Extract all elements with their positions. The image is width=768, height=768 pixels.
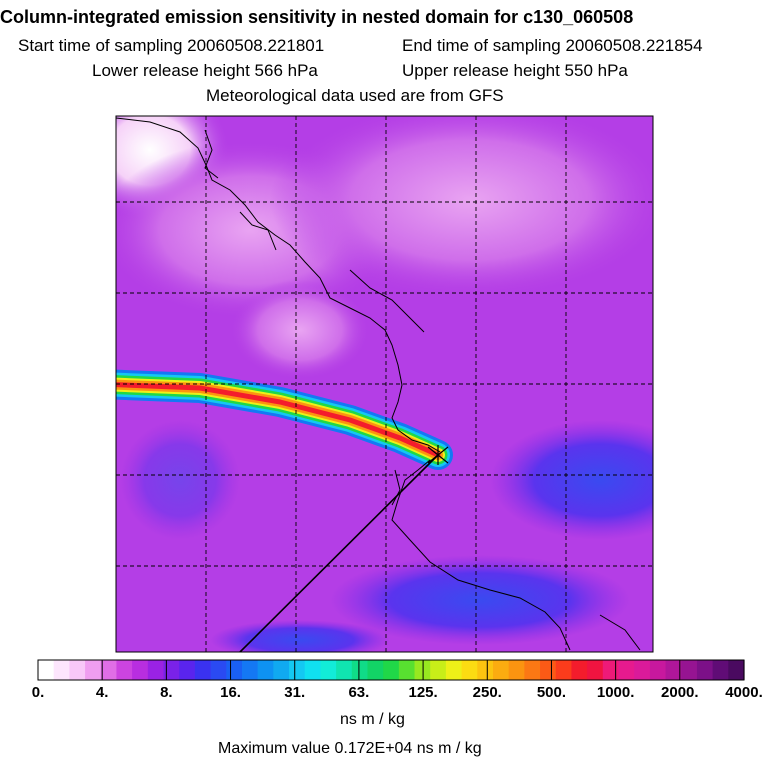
colorbar-tick-label: 4. <box>95 684 109 701</box>
map-grid <box>116 116 653 652</box>
colorbar-tick-label: 16. <box>220 684 241 701</box>
colorbar-tick-label: 250. <box>472 684 502 701</box>
map-frame <box>115 115 654 653</box>
met-data-label: Meteorological data used are from GFS <box>206 86 504 105</box>
colorbar-tick-label: 63. <box>348 684 370 701</box>
colorbar-tick-label: 500. <box>536 684 567 701</box>
colorbar-tick-label: 8. <box>160 684 173 701</box>
emission-plume <box>116 369 453 470</box>
colorbar-tick-label: 4000. <box>725 684 763 701</box>
end-time-label: End time of sampling 20060508.221854 <box>402 36 703 55</box>
lower-height-label: Lower release height 566 hPa <box>92 61 318 80</box>
upper-height-label: Upper release height 550 hPa <box>402 61 628 80</box>
release-point-marker <box>427 445 449 465</box>
max-value-label: Maximum value 0.172E+04 ns m / kg <box>218 740 482 757</box>
colorbar-tick-label: 1000. <box>596 684 635 701</box>
flight-track <box>239 454 439 652</box>
colorbar-tick-label: 31. <box>284 684 306 701</box>
colorbar-tick-label: 125. <box>408 684 438 701</box>
colorbar-tick-label: 0. <box>31 684 45 701</box>
coastlines <box>116 117 641 651</box>
start-time-label: Start time of sampling 20060508.221801 <box>18 36 325 55</box>
colorbar-tick-label: 2000. <box>661 684 699 701</box>
chart-title: Column-integrated emission sensitivity i… <box>0 7 634 27</box>
colorbar-units: ns m / kg <box>340 711 405 728</box>
